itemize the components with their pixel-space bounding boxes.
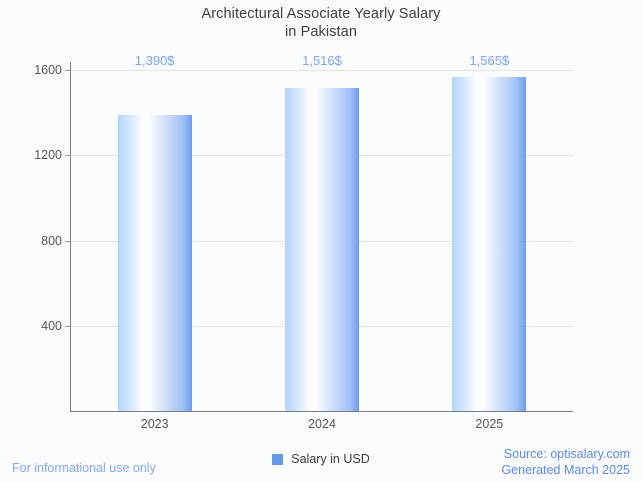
chart-legend: Salary in USD bbox=[0, 452, 642, 466]
gridline-1600 bbox=[71, 70, 573, 71]
y-tick-mark-400 bbox=[65, 325, 71, 327]
bar-value-label-2025: 1,565$ bbox=[469, 53, 510, 68]
legend-label-salary-in-usd: Salary in USD bbox=[291, 452, 370, 466]
attribution-block: Source: optisalary.com Generated March 2… bbox=[501, 446, 630, 478]
bar-2025[interactable] bbox=[452, 77, 527, 411]
y-tick-mark-1200 bbox=[65, 155, 71, 157]
y-tick-mark-1600 bbox=[65, 70, 71, 71]
x-tick-label-2025: 2025 bbox=[475, 417, 504, 431]
y-tick-mark-800 bbox=[65, 240, 71, 242]
chart-title-line-1: Architectural Associate Yearly Salary bbox=[201, 6, 441, 22]
generated-text: Generated March 2025 bbox=[501, 463, 630, 477]
source-text: Source: optisalary.com bbox=[503, 447, 630, 461]
y-tick-label-800: 800 bbox=[41, 233, 62, 248]
bar-2023[interactable] bbox=[117, 114, 192, 411]
disclaimer-text: For informational use only bbox=[12, 461, 156, 475]
bar-value-label-2024: 1,516$ bbox=[302, 53, 342, 68]
y-axis-line bbox=[70, 62, 71, 412]
page-title: Architectural Associate Yearly Salary in… bbox=[0, 5, 642, 41]
bar-2024[interactable] bbox=[285, 87, 359, 411]
y-tick-label-400: 400 bbox=[41, 318, 62, 333]
x-axis-line bbox=[71, 411, 573, 412]
chart-title-line-2: in Pakistan bbox=[284, 24, 358, 40]
y-tick-label-1200: 1200 bbox=[34, 148, 62, 163]
y-tick-label-1600: 1600 bbox=[34, 63, 62, 77]
x-tick-label-2023: 2023 bbox=[140, 417, 169, 431]
bar-value-label-2023: 1,390$ bbox=[134, 53, 175, 68]
y-axis-labels: 400 800 1200 1600 bbox=[0, 0, 62, 482]
legend-swatch-salary-in-usd bbox=[272, 453, 284, 465]
x-tick-label-2024: 2024 bbox=[308, 417, 336, 431]
